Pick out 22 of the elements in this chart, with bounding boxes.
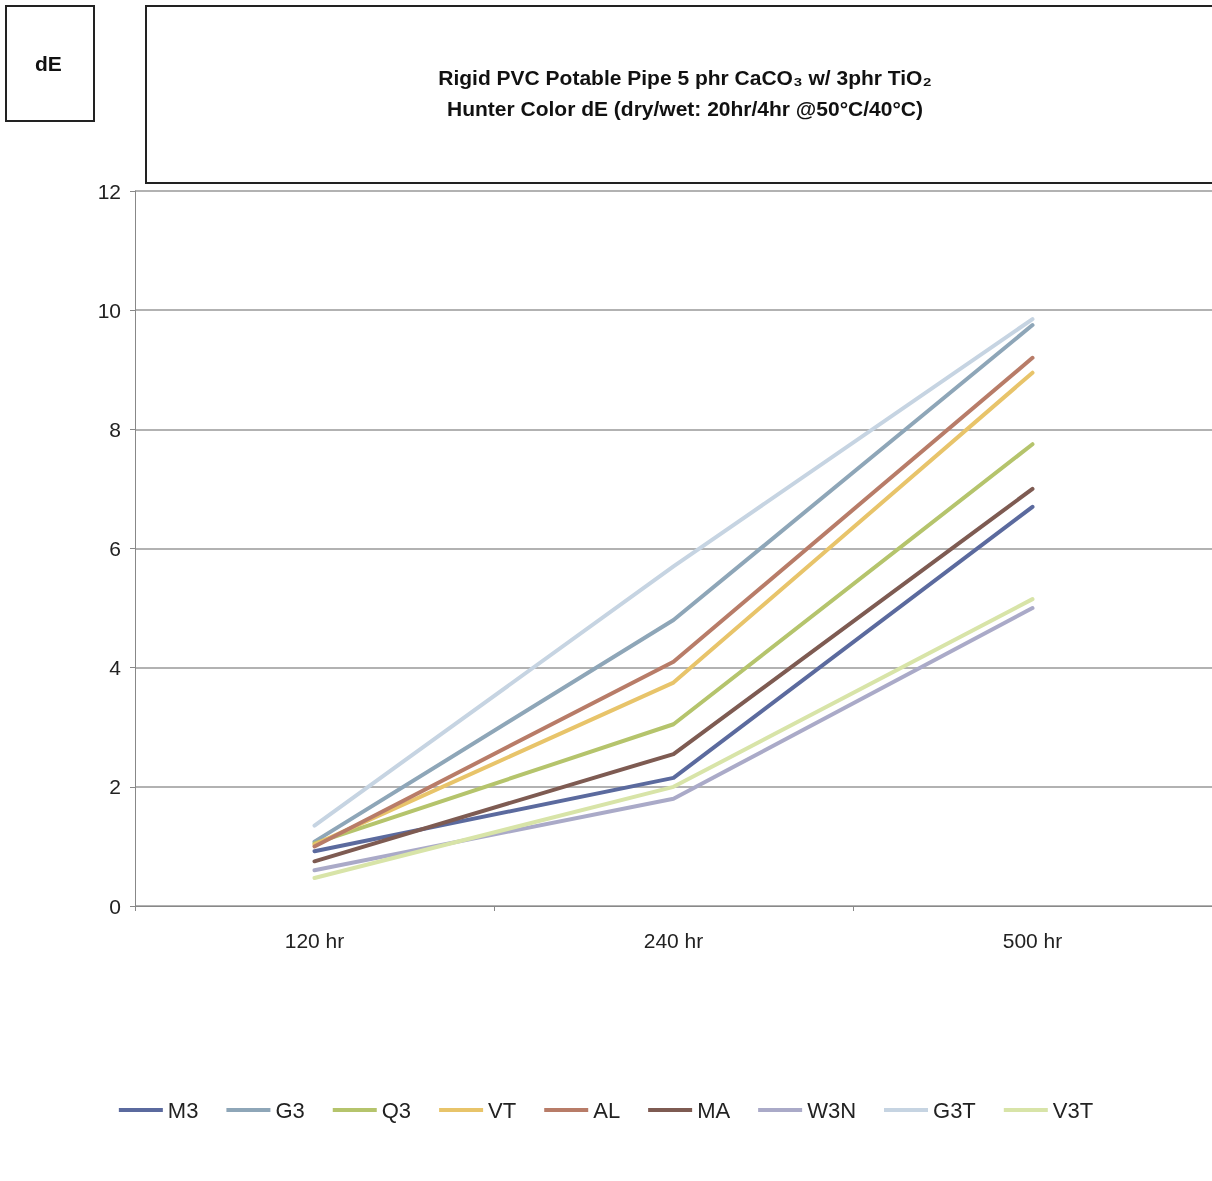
y-tick-label: 0 — [109, 894, 121, 918]
x-tick-label: 500 hr — [1002, 929, 1063, 952]
legend-label: AL — [593, 1097, 621, 1123]
legend-label: V3T — [1052, 1097, 1094, 1123]
y-tick-label: 4 — [109, 656, 122, 680]
y-tick-label: 12 — [97, 179, 121, 203]
chart-title: Rigid PVC Potable Pipe 5 phr CaCO₃ w/ 3phr TiO₂ — [438, 66, 932, 89]
y-tick-label: 6 — [109, 537, 121, 560]
legend-label: W3N — [807, 1097, 857, 1123]
text: dE — [35, 52, 62, 75]
legend-label: MA — [697, 1097, 731, 1123]
chart-subtitle: Hunter Color dE (dry/wet: 20hr/4hr @50°C/40°C) — [446, 97, 924, 120]
legend-label: VT — [488, 1097, 517, 1123]
legend-label: Q3 — [381, 1097, 412, 1123]
legend-label: G3 — [275, 1097, 305, 1123]
x-tick-label: 240 hr — [643, 929, 704, 952]
y-tick-label: 10 — [97, 298, 121, 322]
legend-label: G3T — [933, 1097, 976, 1123]
legend-label: M3 — [167, 1097, 199, 1123]
y-tick-label: 2 — [109, 775, 121, 799]
y-tick-label: 8 — [109, 417, 121, 441]
x-tick-label: 120 hr — [284, 929, 345, 952]
